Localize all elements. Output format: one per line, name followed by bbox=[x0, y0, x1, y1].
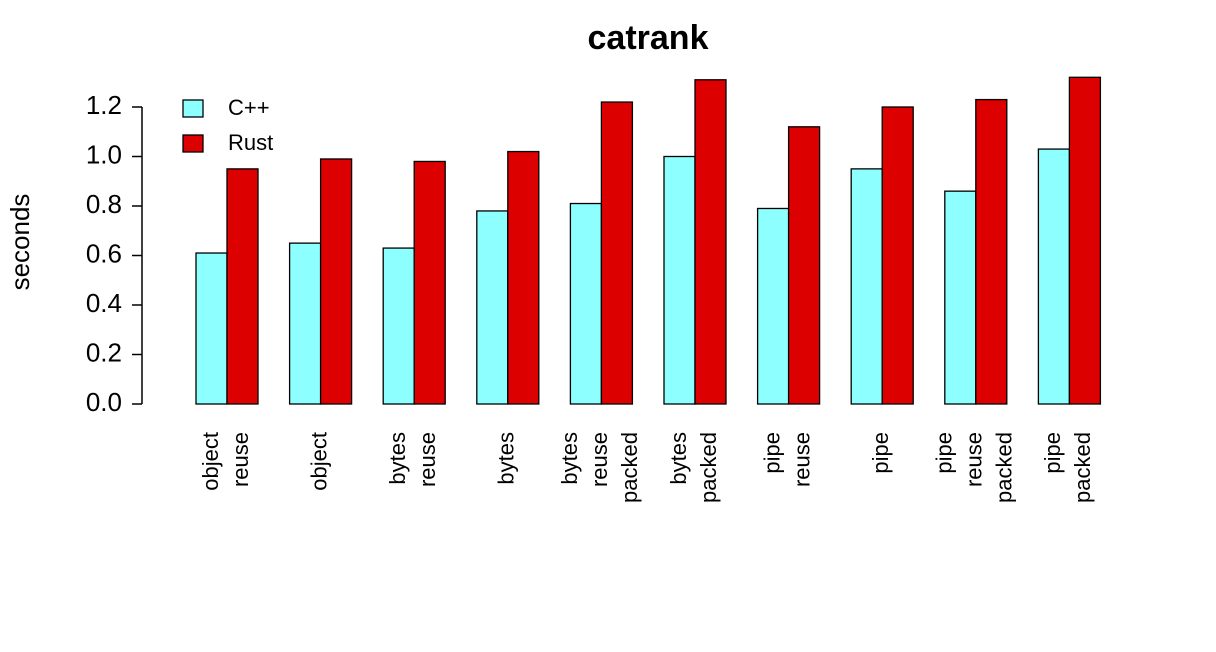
x-tick-label: packed bbox=[992, 432, 1017, 503]
bar bbox=[195, 252, 228, 405]
x-tick-label: packed bbox=[1070, 432, 1095, 503]
y-tick-label: 0.2 bbox=[86, 337, 122, 367]
y-tick-label: 0.0 bbox=[86, 387, 122, 417]
x-tick-label: reuse bbox=[587, 432, 612, 487]
bar bbox=[476, 210, 509, 405]
bar bbox=[569, 202, 603, 405]
x-tick-label: bytes bbox=[494, 432, 519, 485]
y-tick-label: 1.0 bbox=[86, 139, 122, 169]
x-tick-label: bytes bbox=[557, 432, 582, 485]
bar bbox=[663, 155, 696, 405]
x-tick-label: pipe bbox=[868, 432, 893, 474]
legend-swatch bbox=[182, 134, 204, 153]
x-tick-label: pipe bbox=[1040, 432, 1065, 474]
chart-title: catrank bbox=[588, 19, 709, 57]
bar bbox=[881, 106, 914, 405]
y-tick-label: 0.6 bbox=[86, 238, 122, 268]
y-tick-label: 0.8 bbox=[86, 189, 122, 219]
x-tick-label: packed bbox=[696, 432, 721, 503]
x-tick-label: object bbox=[306, 432, 331, 491]
x-tick-label: bytes bbox=[666, 432, 691, 485]
x-tick-label: bytes bbox=[385, 432, 410, 485]
legend-swatch bbox=[182, 99, 204, 118]
x-tick-label: reuse bbox=[228, 432, 253, 487]
bar bbox=[413, 160, 446, 405]
bar bbox=[226, 168, 259, 405]
bar bbox=[850, 168, 883, 405]
bar bbox=[288, 242, 322, 405]
bar bbox=[1068, 76, 1102, 405]
x-tick-label: object bbox=[198, 432, 223, 491]
x-tick-label: reuse bbox=[415, 432, 440, 487]
bar bbox=[600, 101, 634, 405]
x-tick-label: packed bbox=[617, 432, 642, 503]
x-tick-label: reuse bbox=[789, 432, 814, 487]
legend-label: C++ bbox=[228, 95, 270, 120]
bar bbox=[787, 126, 821, 405]
x-tick-label: reuse bbox=[962, 432, 987, 487]
y-tick-label: 1.2 bbox=[86, 90, 122, 120]
bar bbox=[1037, 148, 1071, 405]
x-tick-label: pipe bbox=[932, 432, 957, 474]
bar bbox=[382, 247, 415, 405]
bar bbox=[975, 98, 1008, 405]
x-tick-label: pipe bbox=[759, 432, 784, 474]
bar bbox=[694, 79, 727, 405]
bar bbox=[756, 207, 790, 405]
bar bbox=[507, 150, 540, 405]
y-tick-label: 0.4 bbox=[86, 288, 122, 318]
legend-label: Rust bbox=[228, 130, 273, 155]
bar bbox=[944, 190, 977, 405]
y-axis-label: seconds bbox=[5, 194, 35, 291]
bar bbox=[319, 158, 353, 405]
